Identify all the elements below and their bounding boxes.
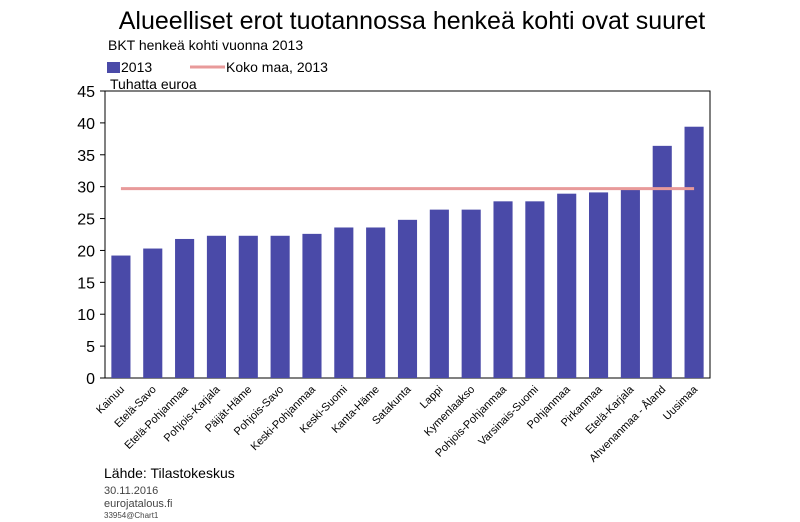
y-tick-label: 5 [86,339,95,356]
x-tick-label: Uusimaa [661,383,701,423]
y-tick-label: 20 [77,243,95,260]
bar [684,126,704,379]
bar [461,209,481,378]
bar [111,255,131,378]
legend-label-2013: 2013 [121,59,152,75]
chart-title: Alueelliset erot tuotannossa henkeä koht… [119,7,706,35]
legend-label-koko-maa: Koko maa, 2013 [226,59,328,75]
y-tick-label: 45 [77,84,95,101]
y-tick-label: 40 [77,116,95,133]
source-label: Lähde: Tilastokeskus [104,465,235,481]
y-tick-label: 0 [86,371,95,388]
bar [270,235,290,378]
bar [620,189,640,378]
bar [302,233,322,378]
bar [175,238,195,378]
y-axis: 0 5 10 15 20 25 30 35 40 45 [77,84,105,388]
bar [493,201,513,378]
bar [652,145,672,378]
chart-subtitle: BKT henkeä kohti vuonna 2013 [108,37,303,53]
bar [366,227,386,378]
y-axis-unit-label: Tuhatta euroa [110,76,197,92]
y-tick-label: 10 [77,307,95,324]
y-tick-label: 25 [77,212,95,229]
legend: 2013 Koko maa, 2013 [107,59,328,75]
footer-code: 33954@Chart1 [104,511,159,520]
y-tick-label: 35 [77,148,95,165]
x-tick-label: Pohjois-Karjala [162,383,223,444]
footer-site: eurojatalous.fi [104,498,173,510]
bars [111,126,704,379]
legend-swatch-2013 [107,62,120,73]
bar [557,193,577,378]
bar [397,219,418,378]
y-tick-label: 30 [77,180,95,197]
bar [429,209,449,378]
footer: Lähde: Tilastokeskus 30.11.2016 eurojata… [104,465,235,520]
bar [334,227,354,378]
bar [525,201,545,378]
bar [143,248,163,378]
bar [589,192,609,378]
footer-date: 30.11.2016 [104,485,158,497]
x-axis: KainuuEtelä-SavoEtelä-PohjanmaaPohjois-K… [94,383,700,465]
x-tick-label: Lappi [418,384,446,412]
y-tick-label: 15 [77,275,95,292]
bar [206,235,226,378]
bar [238,235,258,378]
